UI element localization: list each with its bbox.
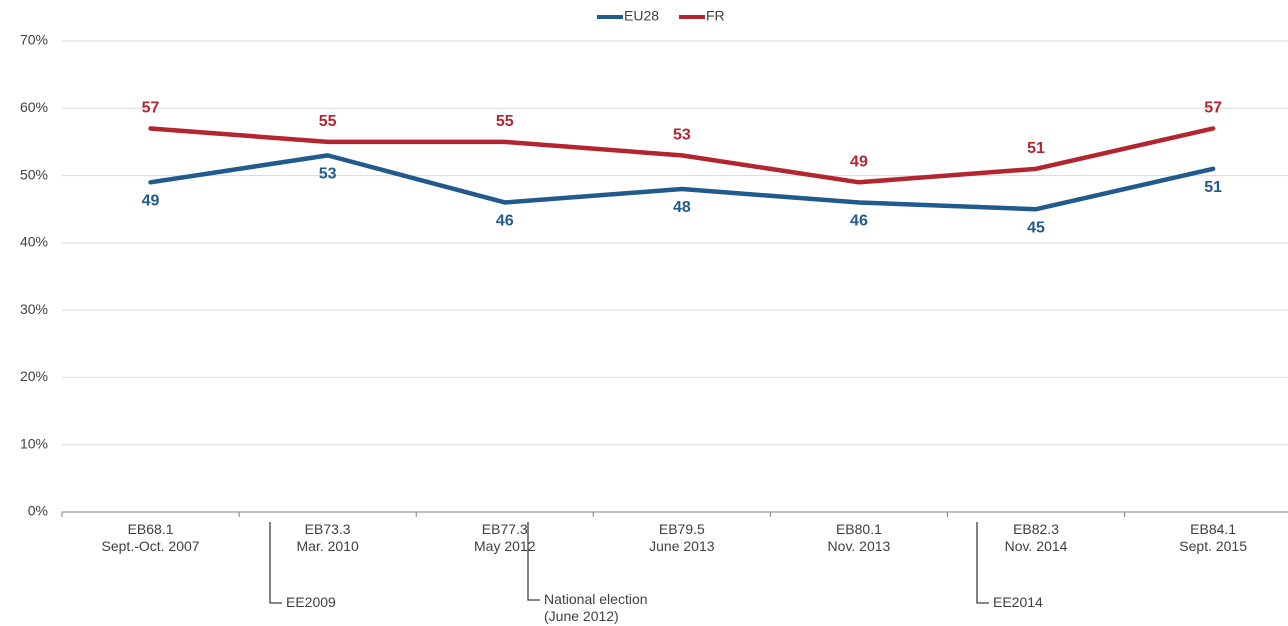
data-label: 57	[1204, 100, 1222, 117]
data-label: 49	[850, 154, 868, 171]
y-tick-label: 20%	[20, 368, 48, 384]
x-tick-label: EB82.3 Nov. 2014	[1005, 521, 1068, 554]
y-tick-label: 60%	[20, 99, 48, 115]
annotation-line: EE2009	[286, 594, 336, 610]
x-tick-label-line: EB73.3	[305, 521, 351, 537]
series-line	[148, 153, 1216, 212]
x-tick-label-line: Nov. 2013	[828, 538, 891, 554]
x-tick-label: EB79.5 June 2013	[649, 521, 715, 554]
annotation: EE2014	[993, 594, 1043, 610]
x-tick-label-line: EB80.1	[836, 521, 882, 537]
annotation: National election (June 2012)	[544, 591, 648, 624]
data-label: 46	[850, 213, 868, 230]
x-tick-label: EB80.1 Nov. 2013	[828, 521, 891, 554]
annotation-bracket	[269, 522, 282, 604]
x-tick-label: EB84.1 Sept. 2015	[1179, 521, 1247, 554]
annotation: EE2009	[286, 594, 336, 610]
data-label: 45	[1027, 219, 1045, 236]
x-tick-label-line: EB84.1	[1190, 521, 1236, 537]
x-tick-label-line: EB82.3	[1013, 521, 1059, 537]
data-label: 51	[1204, 179, 1222, 196]
y-tick-label: 40%	[20, 234, 48, 250]
x-tick-label-line: Sept.-Oct. 2007	[102, 538, 200, 554]
x-tick-label-line: Nov. 2014	[1005, 538, 1068, 554]
x-tick-label-line: EB77.3	[482, 521, 528, 537]
y-tick-label: 70%	[20, 32, 48, 48]
annotation-bracket	[527, 522, 540, 601]
x-tick-label-line: June 2013	[649, 538, 715, 554]
legend-label: EU28	[624, 8, 659, 24]
data-label: 57	[142, 100, 160, 117]
x-tick-label-line: EB68.1	[128, 521, 174, 537]
x-tick-label-line: May 2012	[474, 538, 536, 554]
annotation-line: National election	[544, 591, 648, 607]
data-label: 55	[496, 113, 514, 130]
legend-label: FR	[706, 8, 725, 24]
annotation-bracket	[976, 522, 989, 604]
annotation-line: (June 2012)	[544, 608, 619, 624]
x-tick-label-line: Sept. 2015	[1179, 538, 1247, 554]
y-tick-label: 50%	[20, 166, 48, 182]
x-tick-label-line: Mar. 2010	[297, 538, 359, 554]
data-label: 53	[673, 127, 691, 144]
data-label: 48	[673, 199, 691, 216]
y-tick-label: 30%	[20, 301, 48, 317]
x-tick-label: EB73.3 Mar. 2010	[297, 521, 359, 554]
data-label: 55	[319, 113, 337, 130]
data-label: 46	[496, 213, 514, 230]
x-tick-label-line: EB79.5	[659, 521, 705, 537]
data-label: 49	[142, 193, 160, 210]
x-tick-label: EB77.3 May 2012	[474, 521, 536, 554]
x-tick-label: EB68.1 Sept.-Oct. 2007	[102, 521, 200, 554]
data-label: 53	[319, 166, 337, 183]
data-label: 51	[1027, 140, 1045, 157]
series-line	[148, 126, 1216, 185]
y-tick-label: 0%	[28, 503, 48, 519]
annotation-line: EE2014	[993, 594, 1043, 610]
y-tick-label: 10%	[20, 435, 48, 451]
